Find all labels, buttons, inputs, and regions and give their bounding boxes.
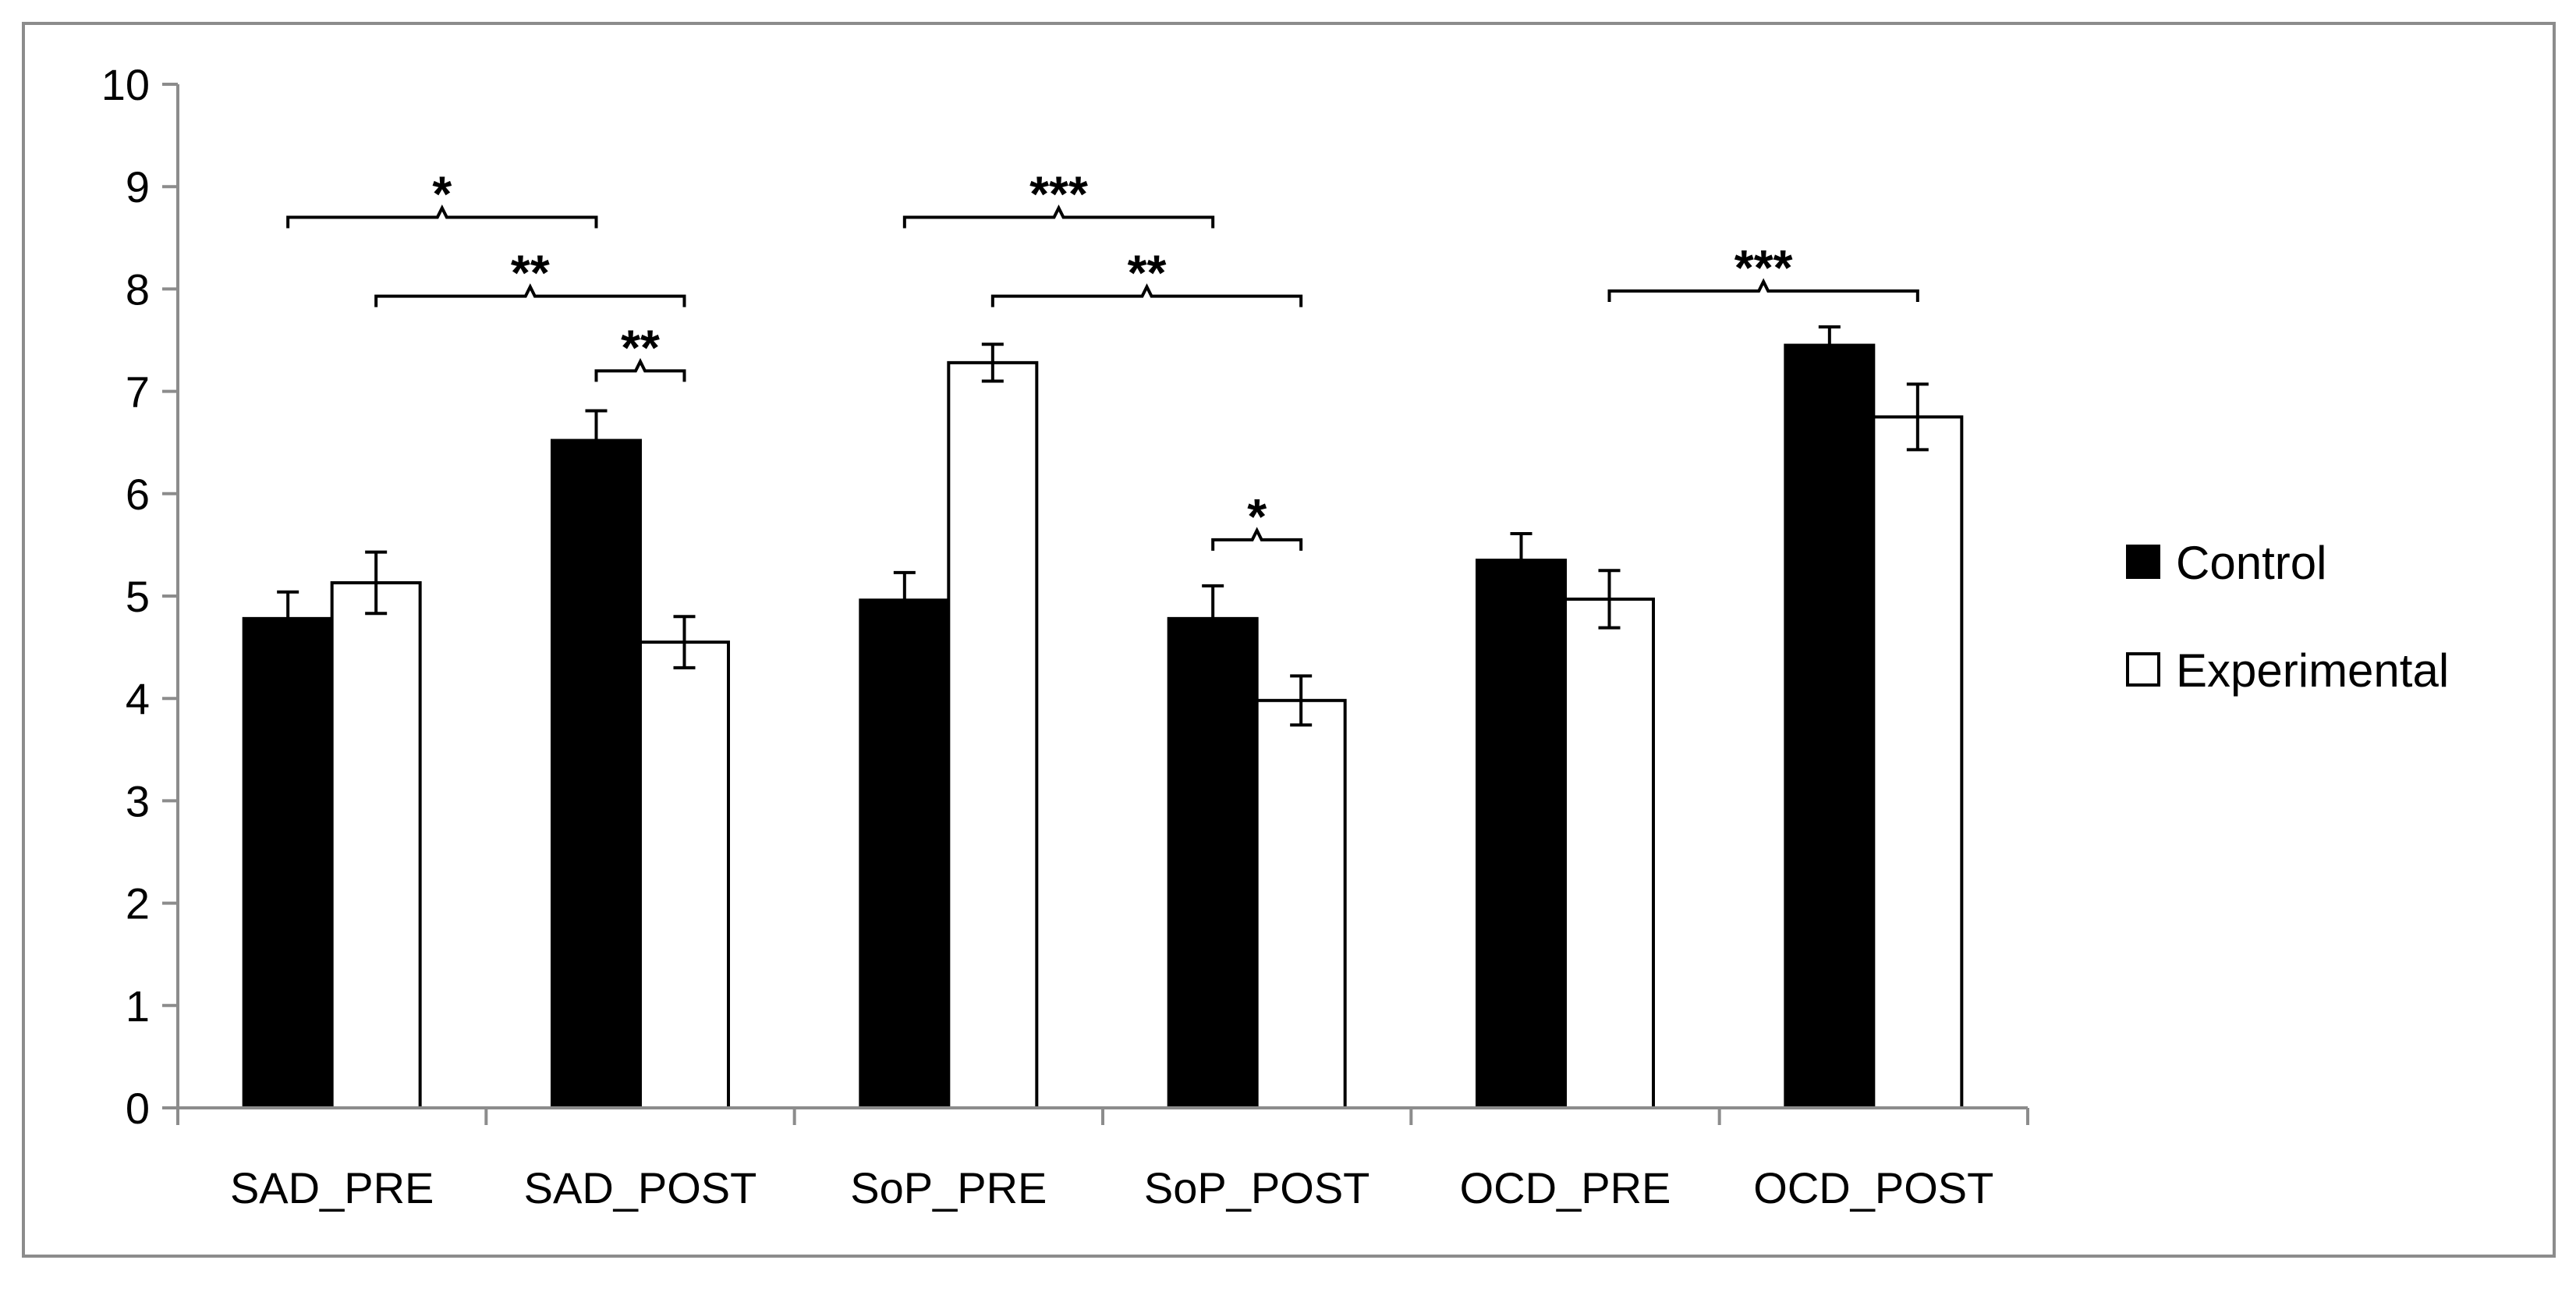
significance-bracket-4: *** [902, 166, 1215, 229]
significance-bracket-line [286, 204, 598, 229]
y-tick-label: 0 [126, 1084, 150, 1133]
significance-label: ** [621, 319, 660, 375]
significance-bracket-2: ** [374, 245, 686, 307]
y-tick-label: 4 [126, 674, 150, 723]
bar-experimental-ocd-pre [1564, 597, 1655, 1109]
bar-control-sad-post [551, 438, 642, 1109]
bar-control-sop-pre [859, 598, 951, 1109]
significance-label: * [432, 166, 452, 222]
bar-control-sop-post [1167, 616, 1259, 1109]
legend-swatch-control [2126, 545, 2160, 579]
significance-bracket-line [374, 283, 686, 307]
error-bar-control-ocd-pre [1510, 531, 1532, 589]
error-bar-experimental-sad-pre [365, 550, 388, 616]
y-tick-label: 2 [126, 879, 150, 928]
plot-area: 0 1 2 3 4 5 6 7 8 9 10 SAD_PRE SAD_POST SoP_PRE SoP_PO… [101, 60, 2029, 1212]
legend: Control Experimental [2126, 537, 2449, 697]
x-tick-label: SoP_PRE [850, 1163, 1047, 1212]
significance-bracket-5: ** [990, 245, 1303, 307]
x-tick-label: OCD_PRE [1460, 1163, 1671, 1212]
bar-experimental-ocd-post [1872, 415, 1964, 1109]
error-bar-control-ocd-post [1818, 325, 1841, 366]
y-tick-label: 3 [126, 776, 150, 825]
significance-bracket-line [990, 283, 1303, 307]
significance-bracket-7: *** [1607, 240, 1919, 303]
bar-experimental-sad-post [639, 641, 730, 1109]
significance-label: *** [1029, 166, 1088, 222]
legend-item-control: Control [2126, 537, 2326, 589]
error-bar-experimental-sop-pre [981, 343, 1004, 383]
error-bar-experimental-sop-post [1290, 674, 1313, 727]
error-bar-control-sop-pre [893, 570, 916, 630]
significance-bracket-3: ** [594, 319, 686, 382]
significance-bracket-line [1607, 278, 1919, 303]
significance-bracket-6: * [1211, 488, 1303, 551]
y-tick-label: 9 [126, 162, 150, 211]
y-tick-label: 7 [126, 367, 150, 417]
significance-bracket-line [1211, 527, 1303, 551]
legend-item-experimental: Experimental [2126, 644, 2449, 697]
significance-label: * [1247, 488, 1267, 545]
legend-label-control: Control [2176, 537, 2326, 589]
significance-label: ** [511, 245, 550, 301]
significance-bracket-line [594, 357, 686, 382]
y-tick-label: 10 [101, 60, 150, 109]
y-tick-label: 1 [126, 981, 150, 1031]
error-bar-control-sad-post [585, 409, 608, 472]
error-bar-experimental-ocd-post [1906, 382, 1929, 452]
significance-label: ** [1128, 245, 1167, 301]
error-bar-experimental-sad-post [673, 615, 696, 669]
bar-control-sad-pre [242, 616, 334, 1109]
legend-swatch-experimental [2126, 652, 2160, 687]
bar-control-ocd-post [1784, 343, 1876, 1109]
legend-label-experimental: Experimental [2176, 644, 2449, 697]
bar-experimental-sop-pre [947, 360, 1039, 1109]
x-tick-label: SoP_POST [1144, 1163, 1369, 1212]
x-tick-label: SAD_PRE [230, 1163, 434, 1212]
y-tick-label: 8 [126, 264, 150, 314]
x-tick-label: OCD_POST [1753, 1163, 1993, 1212]
bar-experimental-sop-post [1255, 698, 1347, 1109]
error-bar-experimental-ocd-pre [1598, 569, 1621, 630]
significance-bracket-1: * [286, 166, 598, 229]
bar-control-ocd-pre [1476, 559, 1567, 1109]
significance-bracket-line [902, 204, 1215, 229]
significance-label: *** [1734, 240, 1793, 296]
y-tick-label: 6 [126, 470, 150, 519]
y-tick-label: 5 [126, 572, 150, 621]
bar-experimental-sad-pre [330, 580, 422, 1109]
error-bar-control-sad-pre [277, 590, 299, 647]
error-bar-control-sop-post [1202, 584, 1224, 653]
x-tick-label: SAD_POST [524, 1163, 757, 1212]
